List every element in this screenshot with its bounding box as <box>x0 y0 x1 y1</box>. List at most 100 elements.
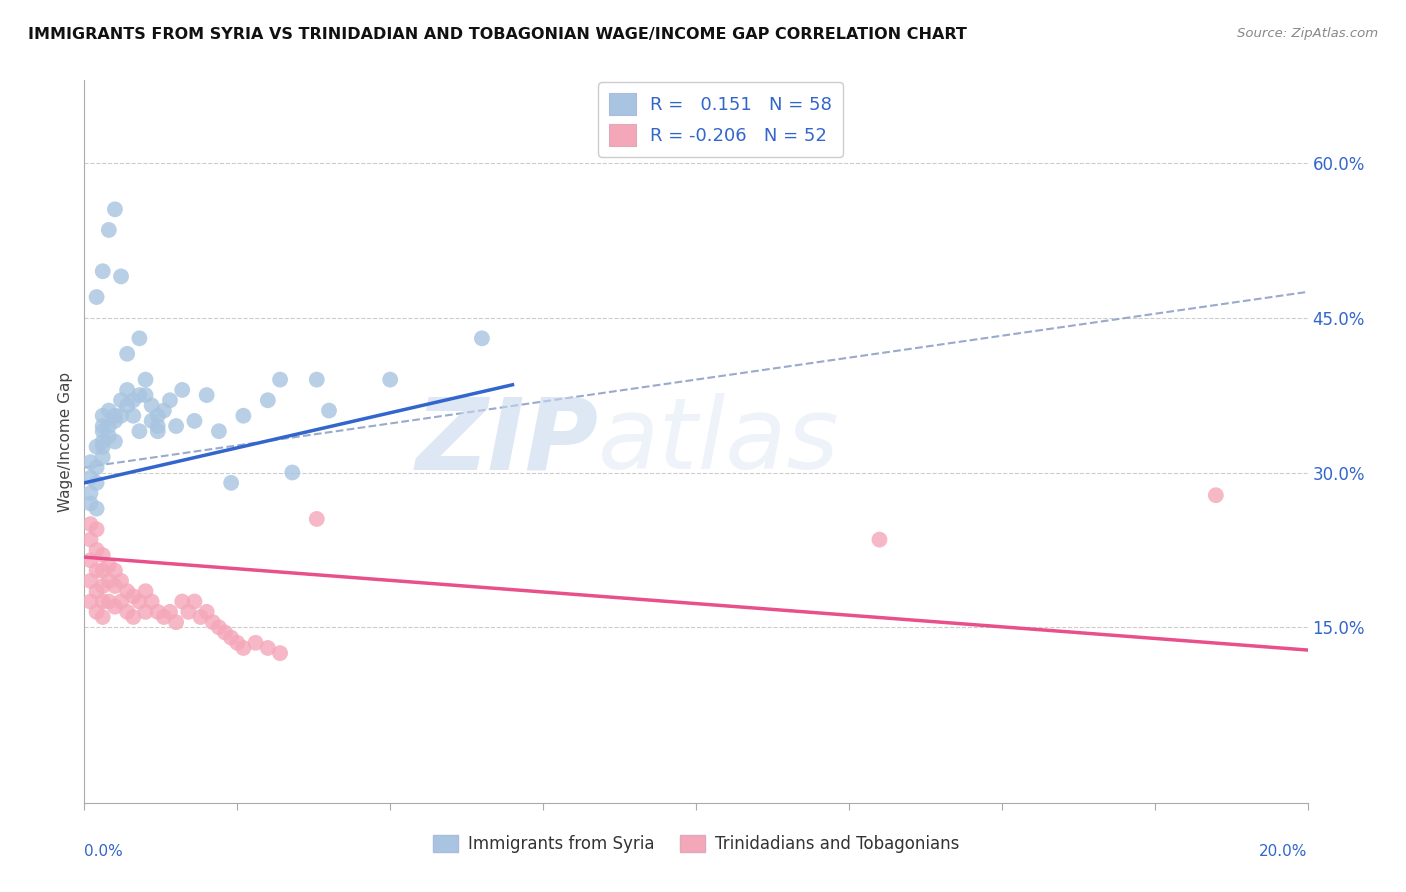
Point <box>281 466 304 480</box>
Point <box>226 636 249 650</box>
Point <box>115 605 138 619</box>
Point <box>79 455 101 469</box>
Point <box>165 419 187 434</box>
Point <box>172 594 194 608</box>
Point <box>97 558 120 573</box>
Point <box>91 579 114 593</box>
Point <box>141 594 163 608</box>
Point <box>380 373 402 387</box>
Point <box>869 533 891 547</box>
Point <box>305 512 328 526</box>
Point <box>141 414 163 428</box>
Point <box>232 409 254 423</box>
Point <box>208 620 231 634</box>
Point <box>104 599 127 614</box>
Point <box>110 409 132 423</box>
Point <box>122 393 145 408</box>
Text: Source: ZipAtlas.com: Source: ZipAtlas.com <box>1237 27 1378 40</box>
Point <box>91 440 114 454</box>
Point <box>146 605 169 619</box>
Point <box>104 564 127 578</box>
Point <box>135 605 157 619</box>
Point <box>91 610 114 624</box>
Point <box>183 414 205 428</box>
Point <box>79 594 101 608</box>
Point <box>79 533 101 547</box>
Point <box>305 373 328 387</box>
Point <box>208 424 231 438</box>
Point <box>146 409 169 423</box>
Point <box>269 646 291 660</box>
Point <box>91 409 114 423</box>
Point <box>86 475 108 490</box>
Point <box>110 269 132 284</box>
Point <box>91 548 114 562</box>
Point <box>128 331 150 345</box>
Point <box>110 574 132 588</box>
Point <box>91 594 114 608</box>
Point <box>79 517 101 532</box>
Point <box>91 450 114 464</box>
Point <box>86 584 108 599</box>
Point <box>135 388 157 402</box>
Point <box>115 584 138 599</box>
Point <box>153 403 176 417</box>
Point <box>110 594 132 608</box>
Text: 0.0%: 0.0% <box>84 844 124 859</box>
Point <box>86 460 108 475</box>
Point <box>86 605 108 619</box>
Point <box>146 424 169 438</box>
Point <box>1205 488 1227 502</box>
Point <box>128 424 150 438</box>
Point <box>104 409 127 423</box>
Point <box>91 424 114 438</box>
Legend: R =   0.151   N = 58, R = -0.206   N = 52: R = 0.151 N = 58, R = -0.206 N = 52 <box>598 82 844 157</box>
Point <box>86 501 108 516</box>
Point <box>122 610 145 624</box>
Point <box>104 434 127 449</box>
Point <box>86 522 108 536</box>
Point <box>214 625 236 640</box>
Point <box>190 610 212 624</box>
Point <box>104 202 127 217</box>
Point <box>245 636 267 650</box>
Point <box>86 290 108 304</box>
Point <box>86 542 108 557</box>
Point <box>91 419 114 434</box>
Point <box>153 610 176 624</box>
Point <box>172 383 194 397</box>
Point <box>97 429 120 443</box>
Point <box>110 393 132 408</box>
Point <box>159 605 181 619</box>
Point <box>122 409 145 423</box>
Point <box>79 553 101 567</box>
Point <box>97 403 120 417</box>
Point <box>135 373 157 387</box>
Point <box>79 496 101 510</box>
Point <box>122 590 145 604</box>
Point <box>135 584 157 599</box>
Point <box>115 398 138 412</box>
Point <box>269 373 291 387</box>
Point <box>141 398 163 412</box>
Point <box>159 393 181 408</box>
Point <box>104 579 127 593</box>
Point <box>91 434 114 449</box>
Point <box>195 388 218 402</box>
Point <box>104 414 127 428</box>
Point <box>183 594 205 608</box>
Point <box>318 403 340 417</box>
Point <box>97 594 120 608</box>
Point <box>177 605 200 619</box>
Point <box>97 574 120 588</box>
Text: atlas: atlas <box>598 393 839 490</box>
Point <box>79 574 101 588</box>
Point <box>79 486 101 500</box>
Point <box>115 383 138 397</box>
Point <box>97 419 120 434</box>
Point <box>91 264 114 278</box>
Point <box>128 594 150 608</box>
Point <box>195 605 218 619</box>
Point <box>115 347 138 361</box>
Point <box>91 564 114 578</box>
